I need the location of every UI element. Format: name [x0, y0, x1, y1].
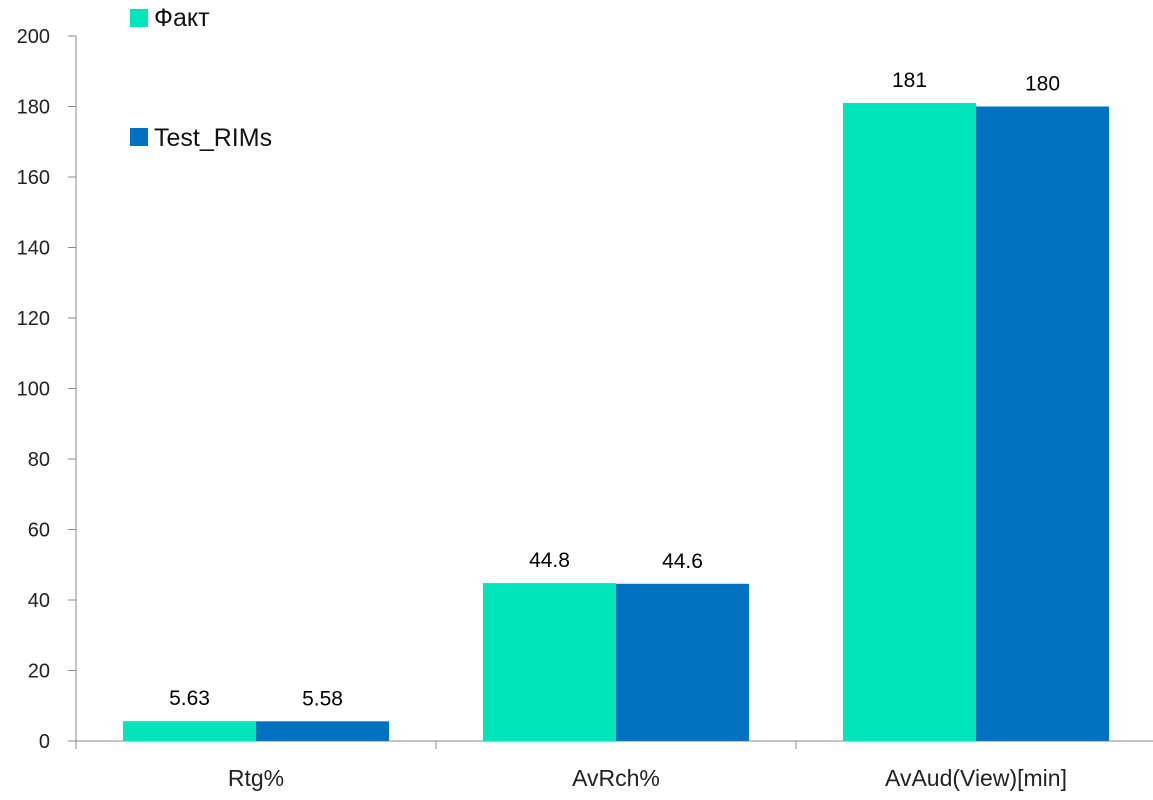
y-tick-label: 120 [17, 308, 50, 330]
legend-swatch-fakt [130, 9, 148, 27]
y-tick-label: 160 [17, 167, 50, 189]
y-tick-label: 140 [17, 238, 50, 260]
labels: Rtg% 5.63 5.58 AvRch% 44.8 44.6 AvAud(View)[mi… [169, 69, 1067, 791]
legend-label-fakt: Факт [154, 4, 210, 32]
x-category-label: AvRch% [572, 765, 660, 791]
y-tick-label: 20 [28, 661, 50, 683]
y-tick-label: 40 [28, 590, 50, 612]
bar-fakt [843, 102, 976, 742]
y-tick-label: 100 [17, 379, 50, 401]
data-label: 181 [892, 69, 927, 92]
x-category-label: AvAud(View)[min] [885, 765, 1067, 791]
bar-fakt [123, 721, 256, 741]
bar-test-rims [976, 106, 1109, 741]
y-tick-label: 200 [17, 26, 50, 48]
y-tick-label: 0 [39, 731, 50, 753]
legend-label-test-rims: Test_RIMs [154, 124, 272, 152]
bar-test-rims [616, 583, 749, 741]
bar-test-rims [256, 721, 389, 741]
x-category-label: Rtg% [228, 765, 284, 791]
data-label: 5.58 [302, 687, 343, 710]
data-label: 5.63 [169, 687, 210, 710]
legend: Факт Test_RIMs [130, 4, 272, 152]
data-label: 44.6 [662, 550, 703, 573]
bars [123, 102, 1109, 742]
bar-fakt [483, 583, 616, 741]
y-tick-label: 80 [28, 449, 50, 471]
y-tick-label: 60 [28, 520, 50, 542]
axes: 0 20 40 60 80 100 120 140 160 180 200 [17, 26, 1153, 753]
data-label: 44.8 [529, 549, 570, 572]
y-tick-label: 180 [17, 97, 50, 119]
legend-swatch-test-rims [130, 128, 148, 146]
data-label: 180 [1025, 73, 1060, 96]
